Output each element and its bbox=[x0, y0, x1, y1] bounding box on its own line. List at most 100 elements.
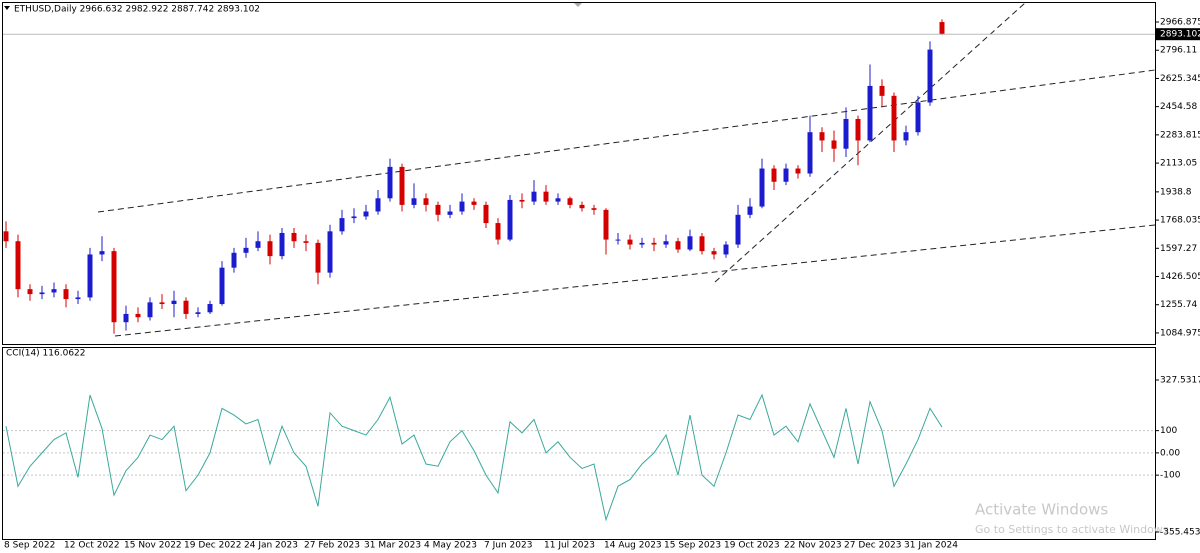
y-tick-label: 1768.035 bbox=[1160, 216, 1200, 226]
candle-body bbox=[135, 313, 141, 318]
y-tick-label: -100 bbox=[1160, 471, 1181, 481]
indicator-panel bbox=[2, 347, 1156, 540]
candle-body bbox=[651, 242, 657, 245]
candle-body bbox=[771, 168, 777, 182]
candle-body bbox=[87, 254, 93, 298]
indicator-title: CCI(14) 116.0622 bbox=[6, 349, 86, 359]
candle-body bbox=[3, 231, 9, 242]
candle-body bbox=[795, 168, 801, 174]
candle-body bbox=[27, 289, 33, 295]
candle-body bbox=[591, 208, 597, 210]
x-tick-label: 8 Sep 2022 bbox=[4, 541, 55, 551]
y-tick-label: 1597.27 bbox=[1160, 244, 1197, 254]
candle-body bbox=[723, 244, 729, 255]
candle-body bbox=[663, 241, 669, 245]
candle-body bbox=[207, 304, 213, 313]
candle-body bbox=[75, 297, 81, 300]
candle-body bbox=[531, 191, 537, 202]
y-tick-label: 2966.875 bbox=[1160, 18, 1200, 28]
candle-body bbox=[231, 252, 237, 268]
candle-body bbox=[819, 132, 825, 141]
candle-body bbox=[495, 223, 501, 240]
y-tick-label: 1426.505 bbox=[1160, 272, 1200, 282]
x-tick-label: 24 Jan 2023 bbox=[244, 541, 298, 551]
chart-title: ETHUSD,Daily 2966.632 2982.922 2887.742 … bbox=[14, 5, 260, 15]
candle-body bbox=[219, 267, 225, 305]
candle-body bbox=[435, 204, 441, 215]
y-tick-label: 2796.11 bbox=[1160, 46, 1197, 56]
panel-handle bbox=[574, 3, 582, 7]
last-price-label: 2893.102 bbox=[1160, 30, 1200, 40]
candle-body bbox=[891, 95, 897, 141]
candle-body bbox=[159, 302, 165, 305]
candle-body bbox=[291, 232, 297, 242]
candle-body bbox=[903, 132, 909, 141]
candle-body bbox=[255, 241, 261, 248]
y-tick-label: -355.4531 bbox=[1160, 528, 1200, 538]
candle-body bbox=[327, 231, 333, 273]
candle-body bbox=[63, 289, 69, 300]
y-tick-label: 100 bbox=[1160, 426, 1177, 436]
candle-body bbox=[555, 198, 561, 202]
candle-body bbox=[471, 201, 477, 205]
candle-body bbox=[399, 166, 405, 205]
candle-body bbox=[831, 140, 837, 149]
candle-body bbox=[627, 239, 633, 245]
y-tick-label: 327.5317 bbox=[1160, 376, 1200, 386]
candle-body bbox=[51, 289, 57, 293]
x-tick-label: 27 Feb 2023 bbox=[304, 541, 360, 551]
y-tick-label: 2113.05 bbox=[1160, 159, 1197, 169]
candle-body bbox=[579, 204, 585, 209]
candle-body bbox=[711, 251, 717, 255]
watermark-title: Activate Windows bbox=[975, 501, 1108, 519]
candle-body bbox=[939, 22, 945, 35]
candle-body bbox=[123, 313, 129, 323]
candle-body bbox=[459, 201, 465, 212]
candle-body bbox=[279, 232, 285, 257]
candle-body bbox=[267, 241, 273, 257]
candle-body bbox=[195, 312, 201, 314]
candle-body bbox=[483, 204, 489, 224]
x-tick-label: 27 Dec 2023 bbox=[844, 541, 902, 551]
candle-body bbox=[507, 199, 513, 240]
candle-body bbox=[735, 214, 741, 245]
x-tick-label: 22 Nov 2023 bbox=[784, 541, 842, 551]
candle-body bbox=[615, 239, 621, 241]
candle-body bbox=[855, 118, 861, 141]
y-tick-label: 2454.58 bbox=[1160, 102, 1197, 112]
candle-body bbox=[303, 241, 309, 243]
x-tick-label: 11 Jul 2023 bbox=[544, 541, 595, 551]
candle-body bbox=[351, 216, 357, 219]
candle-body bbox=[99, 251, 105, 255]
cci-line bbox=[5, 393, 943, 522]
y-tick-label: 1084.975 bbox=[1160, 328, 1200, 338]
candle-body bbox=[387, 166, 393, 199]
x-tick-label: 31 Jan 2024 bbox=[904, 541, 958, 551]
candle-body bbox=[699, 236, 705, 252]
candle-body bbox=[927, 49, 933, 103]
x-tick-label: 4 May 2023 bbox=[424, 541, 477, 551]
candle-body bbox=[519, 199, 525, 202]
y-tick-label: 1938.8 bbox=[1160, 187, 1192, 197]
candle-body bbox=[543, 191, 549, 202]
candle-body bbox=[603, 209, 609, 240]
trend-line bbox=[97, 69, 1156, 213]
candle-body bbox=[675, 241, 681, 250]
candle-body bbox=[339, 218, 345, 232]
trend-line bbox=[114, 224, 1156, 337]
y-tick-label: 2283.815 bbox=[1160, 130, 1200, 140]
candle-body bbox=[687, 236, 693, 250]
price-panel bbox=[2, 2, 1156, 345]
candle-body bbox=[147, 302, 153, 318]
x-tick-label: 14 Aug 2023 bbox=[604, 541, 662, 551]
candle-body bbox=[879, 85, 885, 96]
x-tick-label: 19 Dec 2022 bbox=[184, 541, 242, 551]
candle-body bbox=[111, 251, 117, 323]
candle-body bbox=[315, 242, 321, 273]
x-tick-label: 15 Sep 2023 bbox=[664, 541, 721, 551]
last-price-box bbox=[1156, 28, 1200, 41]
candle-body bbox=[867, 85, 873, 141]
candle-body bbox=[759, 168, 765, 207]
